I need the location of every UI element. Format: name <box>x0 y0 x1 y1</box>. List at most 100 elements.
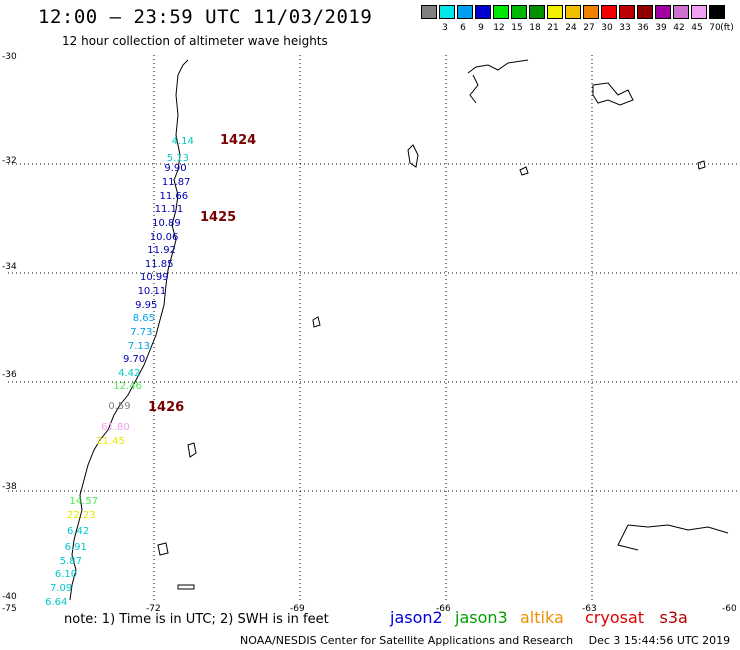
wave-height-label: 9.90 <box>164 163 187 175</box>
legend-swatch <box>637 5 653 19</box>
legend-label: 3 <box>442 23 448 33</box>
lon-tick-label: -69 <box>290 604 305 614</box>
wave-height-label: 11.11 <box>154 204 184 216</box>
wave-height-label: 7.73 <box>130 326 153 338</box>
island-1 <box>407 144 419 168</box>
legend-swatch <box>601 5 617 19</box>
wave-height-label: 4.14 <box>171 136 194 148</box>
wave-height-label: 9.70 <box>122 354 146 366</box>
lat-tick-label: -36 <box>2 370 17 380</box>
legend-swatch <box>655 5 671 19</box>
legend-swatch <box>547 5 563 19</box>
wave-height-label: 14.57 <box>69 495 99 507</box>
wave-height-label: 11.87 <box>161 177 191 189</box>
timestamp: Dec 3 15:44:56 UTC 2019 <box>588 634 731 647</box>
legend-swatch <box>583 5 599 19</box>
legend-swatch <box>565 5 581 19</box>
lon-tick-label: -60 <box>722 604 737 614</box>
wave-height-label: 10.89 <box>152 217 181 229</box>
wave-height-label: 6.64 <box>45 596 68 608</box>
map-subtitle: 12 hour collection of altimeter wave hei… <box>62 34 328 48</box>
wave-height-label: 9.95 <box>135 299 158 311</box>
pass-label: 1425 <box>200 210 237 225</box>
graticule <box>8 55 738 600</box>
map-canvas <box>8 55 738 600</box>
legend-label: 39 <box>655 23 667 33</box>
legend-label: 36 <box>637 23 649 33</box>
legend-label: 30 <box>601 23 613 33</box>
legend-label: 42 <box>673 23 685 33</box>
wave-height-label: 5.87 <box>59 555 82 567</box>
footer-credit: NOAA/NESDIS Center for Satellite Applica… <box>240 634 730 647</box>
legend-swatch <box>709 5 725 19</box>
island-4 <box>187 442 197 458</box>
wave-height-label: 10.06 <box>149 231 179 243</box>
lon-tick-label: -75 <box>2 604 17 614</box>
legend-label: 33 <box>619 23 631 33</box>
wave-height-label: 0.59 <box>108 400 131 412</box>
legend-swatch <box>691 5 707 19</box>
chile-coastline <box>69 59 189 600</box>
credit-text: NOAA/NESDIS Center for Satellite Applica… <box>240 634 574 647</box>
legend-label: 45 <box>691 23 703 33</box>
argentina-lake-coast <box>467 59 529 104</box>
legend-swatch <box>493 5 509 19</box>
wave-height-label: 22.23 <box>67 509 96 521</box>
pass-label: 1426 <box>148 400 185 415</box>
lat-tick-label: -32 <box>2 156 17 166</box>
southern-coast <box>617 524 729 551</box>
map-title: 12:00 – 23:59 UTC 11/03/2019 <box>38 6 373 28</box>
satellite-name: altika <box>520 608 564 627</box>
lat-tick-label: -34 <box>2 262 17 272</box>
coastline <box>69 59 729 600</box>
wave-height-label: 11.92 <box>147 245 176 257</box>
legend-swatch <box>475 5 491 19</box>
legend-label: 12 <box>493 23 505 33</box>
shoreline-east <box>592 82 634 106</box>
legend-label: 27 <box>583 23 595 33</box>
legend-swatch <box>457 5 473 19</box>
legend-swatch <box>511 5 527 19</box>
footnote: note: 1) Time is in UTC; 2) SWH is in fe… <box>64 612 329 627</box>
lon-tick-label: -72 <box>146 604 161 614</box>
legend-label: 70 <box>709 23 721 33</box>
legend-unit: (ft) <box>720 23 734 33</box>
legend-label: 9 <box>478 23 484 33</box>
lat-tick-label: -40 <box>2 592 17 602</box>
wave-height-label: 6.10 <box>54 569 78 581</box>
wave-height-label: 11.85 <box>144 258 174 270</box>
legend-swatch <box>439 5 455 19</box>
wave-height-label: 61.80 <box>101 422 130 434</box>
island-6 <box>157 542 169 556</box>
lat-tick-label: -30 <box>2 52 17 62</box>
wave-height-label: 10.99 <box>140 272 169 284</box>
lon-tick-label: -63 <box>582 604 597 614</box>
island-2 <box>519 166 529 176</box>
satellite-name: jason3 <box>455 608 508 627</box>
satellite-name: jason2 <box>390 608 443 627</box>
wave-height-label: 7.13 <box>127 340 151 352</box>
wave-height-label: 8.65 <box>132 313 155 325</box>
legend-swatch <box>619 5 635 19</box>
lat-tick-label: -38 <box>2 482 17 492</box>
legend-swatch <box>529 5 545 19</box>
legend-swatch <box>421 5 437 19</box>
island-3 <box>312 316 321 328</box>
legend-label: 24 <box>565 23 577 33</box>
island-5 <box>697 160 706 170</box>
legend-label: 18 <box>529 23 541 33</box>
wave-height-label: 6.42 <box>67 525 90 537</box>
wave-height-label: 21.45 <box>96 435 125 447</box>
wave-height-label: 12.46 <box>113 381 142 393</box>
lon-tick-label: -66 <box>436 604 451 614</box>
satellite-name: cryosat <box>585 608 645 627</box>
legend-swatch <box>673 5 689 19</box>
wave-height-label: 10.11 <box>137 286 167 298</box>
legend-label: 15 <box>511 23 523 33</box>
wave-height-label: 4.42 <box>118 367 141 379</box>
pass-label: 1424 <box>220 133 257 148</box>
island-7 <box>177 584 195 590</box>
wave-height-label: 5.13 <box>166 152 190 164</box>
satellite-name: s3a <box>659 608 688 627</box>
legend-label: 6 <box>460 23 466 33</box>
